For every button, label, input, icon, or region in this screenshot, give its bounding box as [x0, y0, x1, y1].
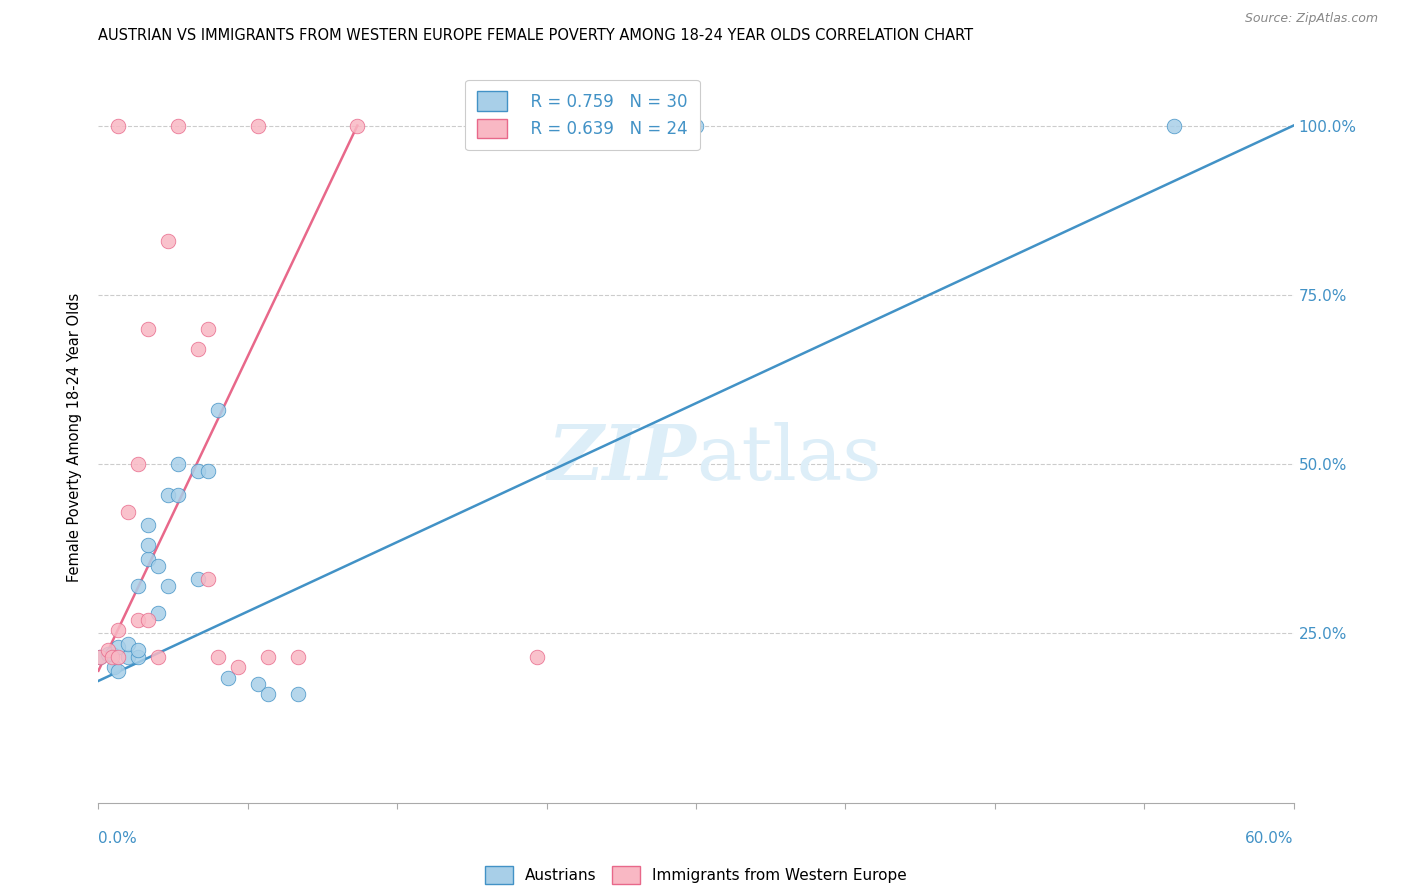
- Point: [101, 650, 124, 665]
- Point: [157, 488, 180, 502]
- Text: 0.0%: 0.0%: [98, 831, 138, 846]
- Point: [246, 119, 269, 133]
- Point: [117, 637, 139, 651]
- Point: [187, 572, 209, 586]
- Point: [136, 518, 159, 533]
- Point: [287, 650, 309, 665]
- Point: [197, 464, 219, 478]
- Point: [246, 677, 269, 691]
- Point: [89, 650, 111, 665]
- Point: [167, 488, 190, 502]
- Point: [187, 342, 209, 356]
- Point: [1163, 119, 1185, 133]
- Point: [97, 647, 120, 661]
- Point: [167, 457, 190, 471]
- Point: [89, 650, 111, 665]
- Text: ZIP: ZIP: [547, 422, 696, 496]
- Point: [107, 640, 129, 654]
- Text: AUSTRIAN VS IMMIGRANTS FROM WESTERN EUROPE FEMALE POVERTY AMONG 18-24 YEAR OLDS : AUSTRIAN VS IMMIGRANTS FROM WESTERN EURO…: [98, 29, 973, 43]
- Point: [136, 613, 159, 627]
- Point: [207, 650, 229, 665]
- Point: [136, 322, 159, 336]
- Point: [117, 650, 139, 665]
- Text: 60.0%: 60.0%: [1246, 831, 1294, 846]
- Point: [148, 606, 170, 620]
- Point: [107, 119, 129, 133]
- Point: [103, 660, 125, 674]
- Point: [107, 623, 129, 637]
- Point: [256, 650, 278, 665]
- Point: [136, 538, 159, 552]
- Point: [127, 457, 149, 471]
- Y-axis label: Female Poverty Among 18-24 Year Olds: Female Poverty Among 18-24 Year Olds: [67, 293, 83, 582]
- Point: [157, 579, 180, 593]
- Text: atlas: atlas: [696, 422, 882, 496]
- Point: [287, 688, 309, 702]
- Legend: Austrians, Immigrants from Western Europe: Austrians, Immigrants from Western Europ…: [479, 861, 912, 890]
- Point: [526, 650, 548, 665]
- Point: [136, 552, 159, 566]
- Point: [127, 643, 149, 657]
- Point: [197, 572, 219, 586]
- Point: [685, 119, 707, 133]
- Point: [256, 688, 278, 702]
- Point: [167, 119, 190, 133]
- Point: [127, 579, 149, 593]
- Text: Source: ZipAtlas.com: Source: ZipAtlas.com: [1244, 12, 1378, 25]
- Point: [127, 613, 149, 627]
- Point: [148, 650, 170, 665]
- Point: [107, 664, 129, 678]
- Point: [226, 660, 249, 674]
- Point: [127, 650, 149, 665]
- Point: [107, 650, 129, 665]
- Point: [97, 643, 120, 657]
- Point: [157, 234, 180, 248]
- Point: [217, 671, 239, 685]
- Point: [346, 119, 368, 133]
- Point: [148, 558, 170, 573]
- Point: [101, 647, 124, 661]
- Point: [187, 464, 209, 478]
- Point: [197, 322, 219, 336]
- Point: [207, 403, 229, 417]
- Point: [117, 505, 139, 519]
